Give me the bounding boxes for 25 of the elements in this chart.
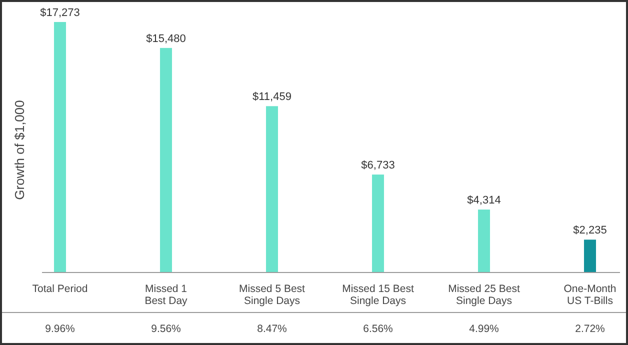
- y-axis-title: Growth of $1,000: [12, 100, 27, 200]
- text: 6.56%: [363, 323, 393, 335]
- x-tick-label: Total Period: [32, 283, 88, 295]
- x-tick-label: Missed 25 Best Single Days: [448, 283, 520, 307]
- text: 4.99%: [469, 323, 499, 335]
- data-label: $17,273: [40, 7, 80, 19]
- text: 2.72%: [575, 323, 605, 335]
- bar: [160, 48, 172, 272]
- bar: [478, 210, 490, 272]
- bar: [266, 106, 278, 272]
- data-label: $2,235: [573, 224, 607, 237]
- text: 8.47%: [257, 323, 287, 335]
- x-tick-label: Missed 5 Best Single Days: [239, 283, 306, 307]
- text: 9.56%: [151, 323, 181, 335]
- data-label: $6,733: [361, 160, 395, 172]
- bar: [54, 22, 66, 272]
- bar: [584, 240, 596, 272]
- x-tick-label: Missed 15 Best Single Days: [342, 283, 414, 307]
- bar: [372, 174, 384, 272]
- data-label: $15,480: [146, 32, 186, 45]
- x-tick-label: One-Month US T-Bills: [564, 283, 616, 307]
- text: 9.96%: [45, 323, 75, 335]
- data-label: $4,314: [467, 194, 501, 207]
- data-label: $11,459: [252, 91, 292, 104]
- x-tick-label: Missed 1 Best Day: [144, 283, 188, 307]
